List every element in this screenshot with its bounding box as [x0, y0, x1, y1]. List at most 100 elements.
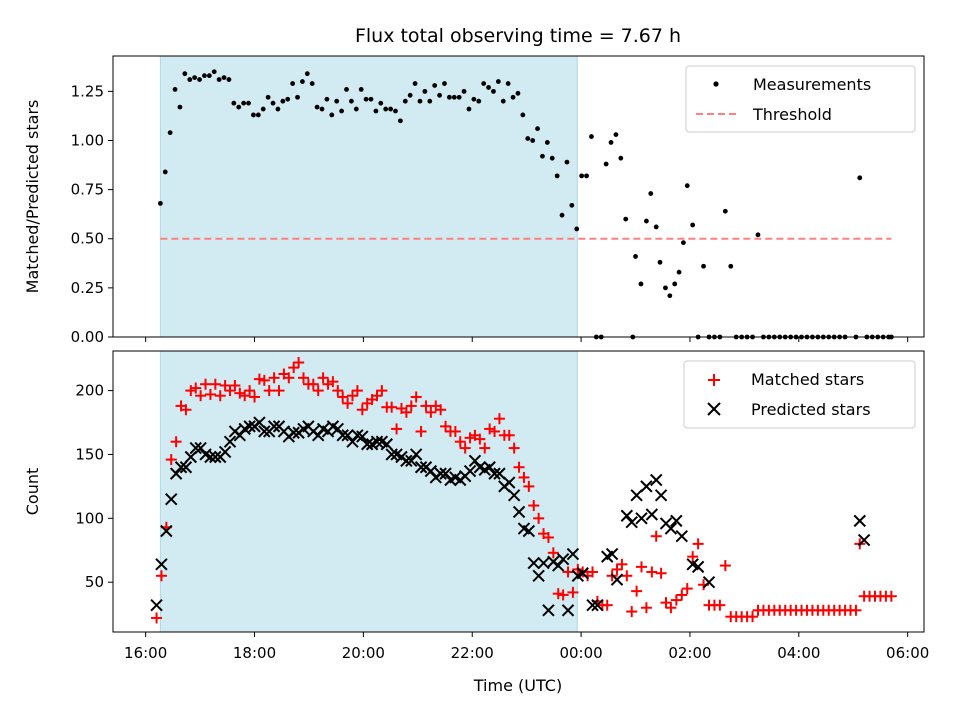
matched-star-point — [258, 374, 270, 386]
measurement-point — [329, 112, 335, 118]
predicted-star-point — [360, 438, 374, 451]
matched-star-point — [714, 599, 726, 611]
measurement-point — [437, 92, 442, 98]
predicted-star-point — [561, 604, 575, 617]
count-panel-legend: Matched stars Predicted stars — [683, 360, 916, 429]
predicted-star-point — [556, 552, 570, 566]
matched-star-point — [670, 594, 682, 606]
matched-star-point — [687, 551, 699, 563]
measurement-point — [427, 98, 433, 104]
measurement-point — [633, 254, 638, 259]
matched-star-point — [351, 385, 363, 397]
matched-star-point — [557, 589, 569, 601]
measurement-point — [728, 263, 734, 269]
measurement-point — [535, 126, 540, 132]
matched-star-point — [420, 400, 432, 412]
matched-star-point — [646, 566, 658, 578]
matched-star-point — [204, 388, 216, 400]
measurement-point — [657, 259, 663, 265]
matched-star-point — [312, 385, 324, 397]
matched-star-point — [307, 378, 319, 390]
measurement-point — [446, 94, 452, 100]
measurement-point — [676, 269, 682, 275]
matched-star-point — [337, 391, 349, 403]
matched-star-point — [747, 611, 759, 623]
predicted-star-point — [179, 461, 193, 474]
predicted-star-point — [414, 461, 428, 474]
measurement-point — [172, 87, 178, 92]
measurement-point — [525, 136, 531, 141]
predicted-star-point — [346, 435, 359, 448]
measurement-point — [584, 173, 589, 179]
predicted-star-point — [385, 448, 398, 461]
measurement-point — [397, 118, 403, 124]
measurement-point — [690, 222, 696, 228]
measurement-point — [304, 71, 310, 77]
matched-star-point — [293, 356, 305, 368]
y-tick-label: 1.25 — [71, 82, 104, 100]
measurement-point — [255, 112, 261, 118]
predicted-star-point — [405, 454, 418, 468]
measurement-point — [857, 175, 863, 181]
measurement-point — [270, 100, 276, 106]
measurement-point — [285, 96, 291, 102]
predicted-star-point — [233, 429, 247, 442]
matched-star-point — [332, 385, 344, 397]
measurement-point — [157, 200, 163, 206]
predicted-star-point — [532, 569, 545, 583]
matched-star-point — [547, 547, 559, 559]
measurement-point — [162, 169, 168, 175]
matched-star-point — [317, 372, 329, 384]
ratio-panel-legend: Measurements Threshold — [685, 65, 916, 133]
predicted-star-point — [424, 464, 438, 478]
measurement-point — [177, 104, 183, 110]
measurement-point — [260, 106, 266, 112]
measurement-point — [324, 96, 330, 102]
measurement-point — [554, 173, 560, 179]
predicted-star-point — [267, 420, 281, 433]
matched-star-point — [454, 436, 466, 448]
predicted-star-point — [512, 505, 526, 519]
matched-star-point — [611, 563, 623, 575]
matched-star-point — [435, 404, 447, 416]
matched-star-point — [626, 606, 638, 618]
predicted-star-point — [702, 575, 716, 589]
matched-star-point — [567, 586, 579, 598]
predicted-star-point — [853, 514, 866, 528]
predicted-star-point — [645, 508, 659, 521]
matched-star-point — [165, 454, 177, 466]
legend-marker-matched — [708, 374, 720, 386]
predicted-star-point — [605, 547, 619, 561]
measurement-point — [309, 81, 315, 86]
predicted-star-point — [591, 598, 604, 612]
matched-star-point — [356, 404, 368, 416]
measurement-point — [211, 69, 217, 75]
matched-star-point — [415, 425, 427, 437]
predicted-star-point — [258, 425, 271, 438]
measurement-point — [378, 100, 384, 106]
predicted-star-point — [434, 467, 447, 480]
matched-star-point — [631, 585, 643, 597]
legend-marker-predicted — [707, 402, 721, 416]
measurement-point — [579, 173, 585, 179]
predicted-star-point — [287, 426, 300, 439]
matched-star-point — [528, 500, 540, 512]
predicted-star-point — [204, 450, 217, 464]
measurement-point — [358, 87, 364, 92]
measurement-point — [476, 98, 482, 104]
measurement-point — [407, 92, 413, 98]
matched-star-point — [587, 566, 599, 578]
matched-star-point — [239, 390, 251, 402]
measurement-point — [402, 98, 408, 104]
measurement-point — [491, 88, 496, 94]
matched-star-point — [386, 401, 398, 413]
matched-star-point — [616, 558, 628, 570]
measurement-point — [241, 100, 247, 106]
matched-star-point — [513, 461, 525, 473]
predicted-star-point — [488, 467, 501, 480]
measurement-point — [495, 79, 501, 84]
predicted-star-point — [400, 454, 413, 468]
measurement-point — [373, 108, 379, 114]
matched-star-point — [151, 612, 163, 624]
predicted-star-point — [223, 435, 237, 448]
